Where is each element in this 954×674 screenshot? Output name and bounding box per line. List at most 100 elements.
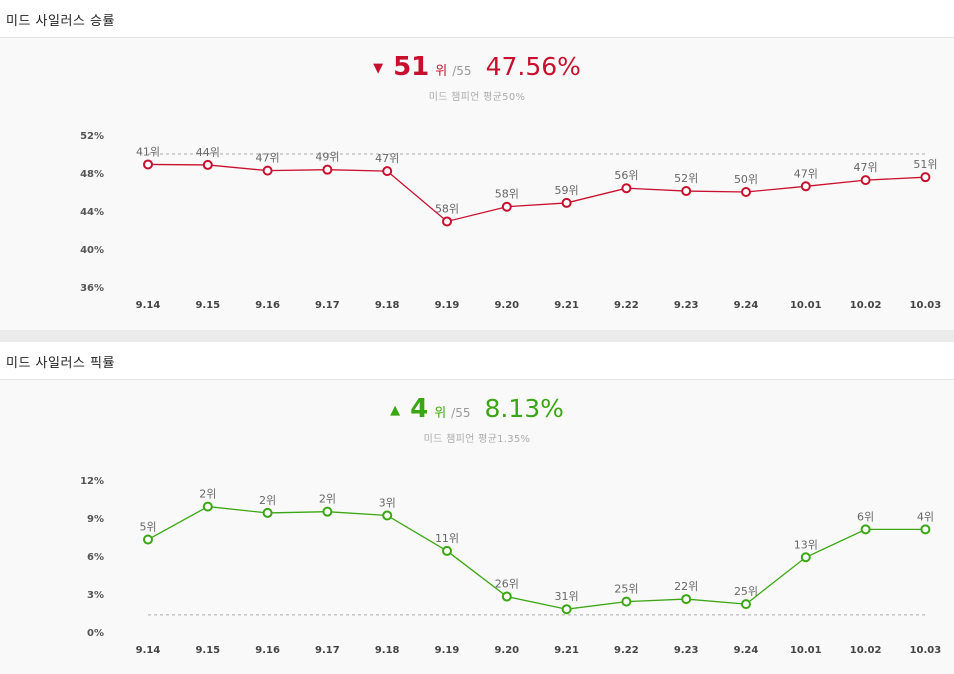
winrate-data-point[interactable] [681, 186, 692, 197]
winrate-data-point[interactable] [741, 187, 751, 197]
winrate-category-label: 9.23 [674, 300, 699, 311]
section-divider [0, 330, 954, 342]
winrate-category-label: 9.21 [554, 300, 579, 311]
winrate-category-label: 9.24 [734, 300, 759, 311]
pickrate-ytick-label: 0% [87, 628, 104, 639]
winrate-panel-body: ▼ 51 위 /55 47.56% 미드 챔피언 평균50% 52% 48% 44%… [0, 38, 954, 330]
pickrate-rank-label: 2위 [199, 488, 216, 501]
winrate-category-label: 9.18 [375, 300, 400, 311]
winrate-data-point[interactable] [442, 216, 452, 227]
pickrate-rank-label: 25위 [614, 583, 638, 596]
winrate-data-point[interactable] [143, 159, 153, 170]
winrate-category-label: 9.20 [494, 300, 519, 311]
pickrate-category-label: 9.14 [136, 645, 161, 656]
pickrate-ytick-label: 12% [80, 476, 104, 487]
pickrate-average-text: 미드 챔피언 평균1.35% [423, 434, 531, 445]
winrate-rank-label: 56위 [614, 169, 638, 182]
pickrate-data-point[interactable] [143, 534, 153, 545]
pickrate-data-point[interactable] [322, 506, 333, 517]
winrate-category-label: 10.01 [790, 300, 822, 311]
winrate-category-label: 9.19 [435, 300, 460, 311]
pickrate-category-label: 9.18 [375, 645, 400, 656]
winrate-category-label: 9.22 [614, 300, 639, 311]
winrate-category-label: 9.16 [255, 300, 280, 311]
winrate-rank-unit: 위 [435, 64, 448, 79]
pickrate-rank-label: 31위 [555, 590, 579, 603]
winrate-category-label: 10.03 [910, 300, 942, 311]
pickrate-ytick-label: 6% [87, 552, 104, 563]
pickrate-category-label: 9.20 [494, 645, 519, 656]
winrate-data-point[interactable] [561, 197, 572, 208]
winrate-rank-label: 51위 [913, 158, 937, 171]
winrate-average-text: 미드 챔피언 평균50% [428, 92, 526, 103]
winrate-category-label: 9.14 [136, 300, 161, 311]
winrate-ytick-label: 44% [80, 207, 104, 218]
pickrate-series-line [147, 505, 926, 610]
pickrate-panel-title: 미드 사일러스 픽률 [6, 356, 115, 371]
winrate-rank-label: 47위 [854, 161, 878, 174]
pickrate-rank-label: 13위 [794, 538, 818, 551]
winrate-data-point[interactable] [860, 175, 871, 186]
winrate-data-point[interactable] [322, 164, 333, 175]
pickrate-data-point[interactable] [681, 594, 692, 605]
winrate-data-point[interactable] [621, 183, 632, 194]
winrate-value: 47.56% [485, 52, 581, 81]
winrate-rank-label: 59위 [555, 184, 579, 197]
pickrate-data-point[interactable] [920, 524, 931, 535]
pickrate-rank-label: 2위 [319, 493, 336, 506]
pickrate-data-point[interactable] [501, 591, 512, 602]
pickrate-data-point[interactable] [262, 507, 273, 518]
winrate-data-point[interactable] [382, 166, 393, 177]
winrate-line-chart: 52% 48% 44% 40% 36% 41위 9.14 44위 9.15 47위 9.16 49위 9… [80, 131, 942, 311]
winrate-data-point[interactable] [800, 181, 811, 192]
winrate-rank-label: 49위 [315, 151, 339, 164]
winrate-rank-label: 47위 [375, 152, 399, 165]
pickrate-data-point[interactable] [382, 510, 393, 521]
pickrate-data-point[interactable] [621, 596, 632, 607]
pickrate-data-point[interactable] [741, 599, 751, 610]
winrate-category-label: 10.02 [850, 300, 882, 311]
pickrate-rank-label: 25위 [734, 585, 758, 598]
winrate-data-point[interactable] [920, 172, 931, 183]
pickrate-rank-label: 3위 [379, 496, 396, 509]
pickrate-rank-label: 22위 [674, 580, 698, 593]
winrate-rank-label: 52위 [674, 172, 698, 185]
winrate-rank-label: 50위 [734, 173, 758, 186]
winrate-summary: ▼ 51 위 /55 47.56% 미드 챔피언 평균50% [0, 52, 954, 103]
pickrate-summary: ▲ 4 위 /55 8.13% 미드 챔피언 평균1.35% [0, 394, 954, 445]
pickrate-panel: 미드 사일러스 픽률 ▲ 4 위 /55 8.13% 미드 챔피언 평균1.35… [0, 342, 954, 674]
pickrate-category-label: 9.22 [614, 645, 639, 656]
pickrate-category-label: 9.16 [255, 645, 280, 656]
pickrate-rank-unit: 위 [434, 406, 447, 421]
winrate-rank-label: 47위 [794, 167, 818, 180]
pickrate-data-point[interactable] [800, 552, 811, 563]
winrate-data-point[interactable] [501, 201, 512, 212]
winrate-category-label: 9.17 [315, 300, 340, 311]
winrate-data-point[interactable] [202, 159, 213, 170]
winrate-ytick-label: 52% [80, 131, 104, 142]
pickrate-category-label: 10.02 [850, 645, 882, 656]
winrate-rank-label: 41위 [136, 145, 160, 158]
pickrate-panel-header: 미드 사일러스 픽률 [0, 342, 954, 380]
pickrate-rank-label: 5위 [139, 521, 156, 534]
pickrate-rank-label: 26위 [495, 578, 519, 591]
winrate-ytick-label: 40% [80, 245, 104, 256]
pickrate-data-point[interactable] [860, 524, 871, 535]
pickrate-data-point[interactable] [442, 545, 452, 556]
winrate-data-point[interactable] [262, 165, 273, 176]
winrate-series-line [147, 163, 926, 223]
pickrate-data-point[interactable] [202, 501, 213, 512]
pickrate-category-label: 9.21 [554, 645, 579, 656]
pickrate-category-label: 10.03 [910, 645, 942, 656]
pickrate-category-label: 9.24 [734, 645, 759, 656]
winrate-rank-label: 44위 [196, 146, 220, 159]
pickrate-category-label: 9.19 [435, 645, 460, 656]
pickrate-value: 8.13% [484, 394, 564, 423]
pickrate-rank: 4 [410, 394, 429, 424]
pickrate-data-point[interactable] [561, 604, 572, 615]
winrate-panel-title: 미드 사일러스 승률 [6, 14, 115, 29]
pickrate-panel-body: ▲ 4 위 /55 8.13% 미드 챔피언 평균1.35% 12% 9% 6% 3%… [0, 380, 954, 674]
pickrate-ytick-label: 3% [87, 590, 104, 601]
up-arrow-icon: ▲ [390, 403, 401, 418]
winrate-panel: 미드 사일러스 승률 ▼ 51 위 /55 47.56% 미드 챔피언 평균50… [0, 0, 954, 330]
